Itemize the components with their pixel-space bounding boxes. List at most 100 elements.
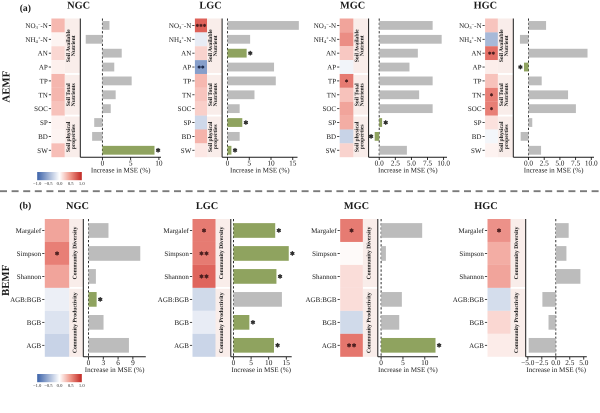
svg-text:LGC: LGC — [196, 201, 218, 212]
svg-text:Shannon: Shannon — [164, 273, 189, 281]
svg-text:TP: TP — [40, 77, 48, 85]
svg-text:TP: TP — [183, 77, 191, 85]
svg-text:TN: TN — [472, 91, 481, 99]
svg-text:10.0: 10.0 — [437, 158, 450, 167]
svg-text:Margalef: Margalef — [458, 227, 484, 235]
svg-text:Shannon: Shannon — [312, 273, 337, 281]
svg-text:BD: BD — [472, 133, 482, 141]
svg-text:NO3−-N: NO3−-N — [314, 22, 336, 30]
svg-text:Increase in MSE (%): Increase in MSE (%) — [230, 167, 290, 175]
svg-text:0.0: 0.0 — [57, 181, 63, 186]
svg-text:BEMF: BEMF — [0, 264, 12, 296]
svg-text:AN: AN — [326, 50, 336, 58]
svg-text:AGB:BGB: AGB:BGB — [453, 296, 484, 304]
svg-text:BGB: BGB — [469, 319, 484, 327]
svg-text:Nutrients: Nutrients — [71, 82, 77, 106]
svg-text:0.0: 0.0 — [551, 358, 560, 367]
svg-text:SW: SW — [181, 147, 192, 155]
svg-text:10: 10 — [155, 158, 163, 167]
svg-text:SW: SW — [326, 147, 337, 155]
svg-text:6: 6 — [116, 358, 120, 367]
svg-text:AGB: AGB — [469, 342, 484, 350]
svg-text:SP: SP — [184, 119, 192, 127]
svg-text:Community Productivity: Community Productivity — [366, 292, 372, 353]
svg-text:AGB:BGB: AGB:BGB — [305, 296, 336, 304]
svg-text:Nutrients: Nutrients — [504, 82, 510, 106]
svg-text:Soil Total: Soil Total — [499, 83, 505, 106]
svg-text:Margalef: Margalef — [16, 227, 42, 235]
svg-text:SP: SP — [474, 119, 482, 127]
svg-text:Soil Available: Soil Available — [499, 29, 505, 62]
svg-text:2.5: 2.5 — [391, 158, 400, 167]
svg-text:HGC: HGC — [474, 1, 497, 12]
svg-text:NH4+-N: NH4+-N — [459, 36, 481, 44]
svg-text:Simpson: Simpson — [312, 250, 337, 258]
svg-text:2.5: 2.5 — [565, 358, 574, 367]
svg-text:AGB:BGB: AGB:BGB — [158, 296, 189, 304]
svg-text:Margalef: Margalef — [163, 227, 189, 235]
svg-text:BGB: BGB — [174, 319, 189, 327]
svg-text:SP: SP — [40, 119, 48, 127]
svg-text:Soil physical: Soil physical — [355, 121, 361, 152]
svg-text:Margalef: Margalef — [311, 227, 337, 235]
svg-text:1.0: 1.0 — [79, 181, 85, 186]
svg-text:HGC: HGC — [474, 201, 497, 212]
svg-text:Soil Available: Soil Available — [355, 29, 361, 62]
svg-text:7.5: 7.5 — [571, 158, 580, 167]
svg-text:10: 10 — [265, 358, 273, 367]
svg-text:Shannon: Shannon — [17, 273, 42, 281]
svg-text:Simpson: Simpson — [164, 250, 189, 258]
svg-text:Soil Available: Soil Available — [208, 29, 214, 62]
svg-text:15: 15 — [289, 158, 297, 167]
svg-text:0: 0 — [87, 358, 91, 367]
svg-text:Nutrient: Nutrient — [359, 35, 365, 56]
svg-text:Soil physical: Soil physical — [499, 121, 505, 152]
svg-text:AP: AP — [327, 64, 336, 72]
svg-text:0.0: 0.0 — [375, 158, 384, 167]
svg-text:(a): (a) — [20, 3, 31, 14]
svg-text:0: 0 — [226, 158, 230, 167]
svg-text:5.0: 5.0 — [555, 158, 564, 167]
svg-text:0: 0 — [232, 358, 236, 367]
svg-text:Community Productivity: Community Productivity — [72, 292, 78, 353]
svg-text:BGB: BGB — [322, 319, 337, 327]
svg-text:Nutrient: Nutrient — [71, 35, 77, 56]
svg-text:AGB: AGB — [174, 342, 189, 350]
svg-text:AGB: AGB — [26, 342, 41, 350]
svg-text:properties: properties — [71, 124, 77, 150]
svg-text:Community Diversity: Community Diversity — [514, 227, 520, 280]
svg-text:Community Productivity: Community Productivity — [514, 292, 520, 353]
svg-text:Community Diversity: Community Diversity — [219, 227, 225, 280]
svg-text:15: 15 — [283, 358, 291, 367]
svg-text:AGB:BGB: AGB:BGB — [10, 296, 41, 304]
svg-text:0.5: 0.5 — [68, 383, 74, 388]
svg-text:Nutrients: Nutrients — [213, 82, 219, 106]
svg-text:Soil Total: Soil Total — [208, 83, 214, 106]
svg-text:properties: properties — [504, 124, 510, 150]
svg-text:−0.5: −0.5 — [44, 383, 53, 388]
svg-text:AN: AN — [181, 50, 191, 58]
svg-text:SW: SW — [471, 147, 482, 155]
svg-text:NH4+-N: NH4+-N — [25, 36, 47, 44]
svg-text:Increase in MSE (%): Increase in MSE (%) — [91, 167, 151, 175]
svg-text:Increase in MSE (%): Increase in MSE (%) — [526, 366, 586, 374]
svg-text:AGB: AGB — [322, 342, 337, 350]
svg-text:TP: TP — [328, 77, 336, 85]
svg-text:AN: AN — [38, 50, 48, 58]
svg-text:LGC: LGC — [199, 1, 221, 12]
svg-text:1.0: 1.0 — [79, 383, 85, 388]
svg-text:AN: AN — [471, 50, 481, 58]
svg-text:0: 0 — [101, 158, 105, 167]
svg-text:Increase in MSE (%): Increase in MSE (%) — [231, 366, 291, 374]
svg-text:AEMF: AEMF — [1, 70, 13, 102]
svg-text:Soil Total: Soil Total — [355, 83, 361, 106]
svg-text:TN: TN — [182, 91, 191, 99]
svg-text:properties: properties — [213, 124, 219, 150]
svg-text:NO3−-N: NO3−-N — [25, 22, 47, 30]
svg-text:Increase in MSE (%): Increase in MSE (%) — [378, 366, 438, 374]
svg-text:Increase in MSE (%): Increase in MSE (%) — [85, 366, 145, 374]
svg-text:Increase in MSE (%): Increase in MSE (%) — [524, 167, 584, 175]
svg-text:Soil Available: Soil Available — [66, 29, 72, 62]
svg-text:AP: AP — [473, 64, 482, 72]
svg-text:3: 3 — [101, 358, 105, 367]
